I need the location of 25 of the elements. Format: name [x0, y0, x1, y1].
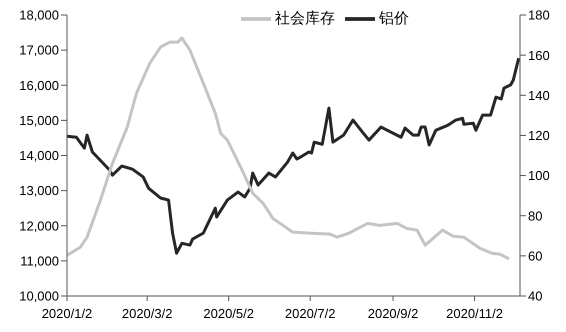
y2-tick-label: 100	[528, 168, 550, 184]
y2-tick-label: 80	[528, 208, 542, 224]
y-tick-label: 14,000	[19, 148, 59, 164]
y2-tick-label: 60	[528, 248, 542, 264]
y-tick-label: 10,000	[19, 288, 59, 304]
y-tick-label: 18,000	[19, 8, 59, 23]
y2-tick-label: 140	[528, 88, 550, 103]
x-tick-label: 2020/1/2	[42, 306, 92, 322]
y-tick-label: 11,000	[20, 253, 59, 268]
y-tick-label: 15,000	[19, 112, 59, 128]
y-tick-label: 16,000	[19, 78, 59, 93]
y2-tick-label: 160	[528, 48, 550, 63]
y-tick-label: 17,000	[19, 42, 59, 58]
y-tick-label: 13,000	[19, 183, 59, 198]
y-tick-label: 12,000	[19, 218, 59, 234]
y2-tick-label: 40	[528, 288, 542, 304]
y2-tick-label: 120	[528, 128, 550, 144]
legend-label: 铝价	[379, 10, 409, 27]
x-tick-label: 2020/7/2	[284, 306, 336, 322]
legend-label: 社会库存	[275, 10, 335, 27]
x-tick-label: 2020/9/2	[368, 306, 418, 322]
y2-tick-label: 180	[528, 8, 550, 23]
x-tick-label: 2020/11/2	[446, 306, 504, 322]
x-tick-label: 2020/5/2	[203, 306, 254, 322]
x-tick-label: 2020/3/2	[122, 306, 172, 322]
